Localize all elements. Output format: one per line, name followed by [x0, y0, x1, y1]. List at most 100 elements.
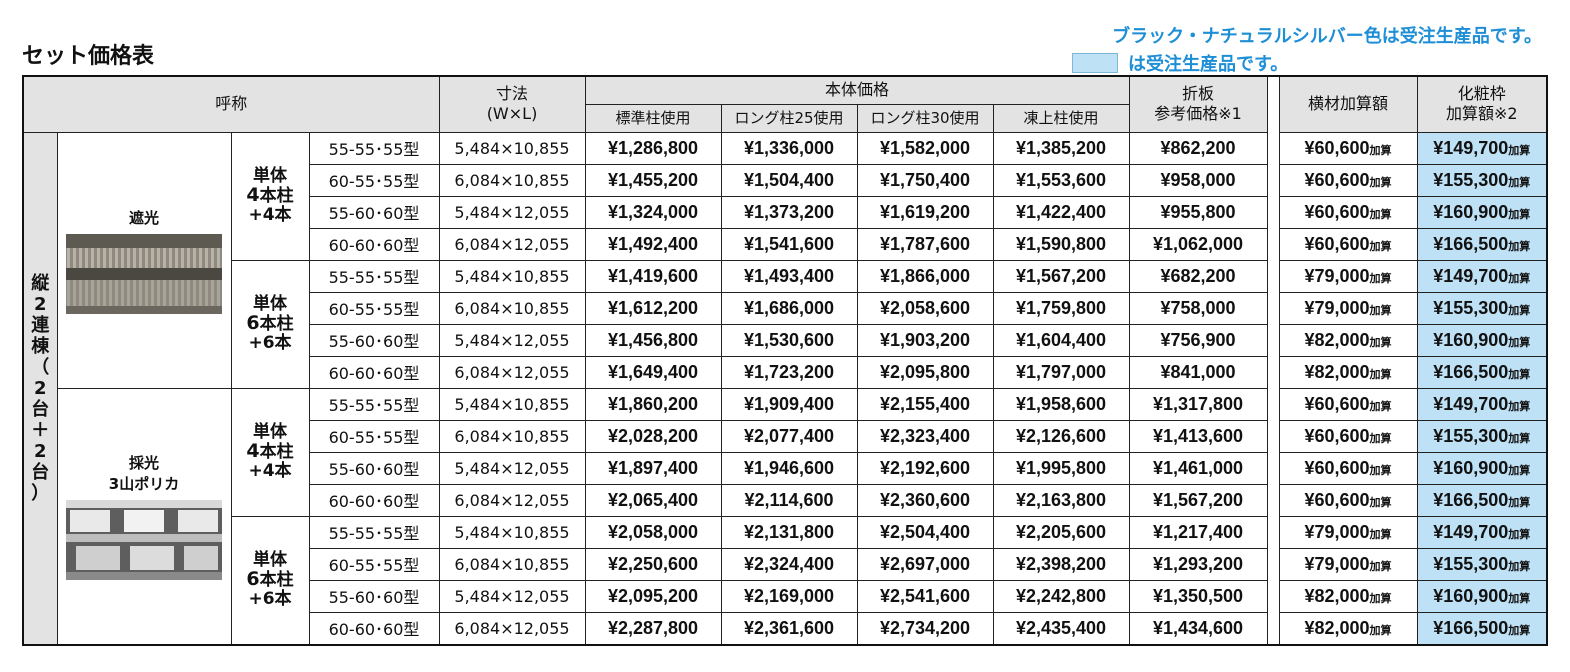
price-table: 呼称 寸法 (W×L) 本体価格 折板 参考価格※1 横材加算額 化粧枠 加算額… — [22, 75, 1548, 646]
cosmetic-add-value: ¥149,700 — [1433, 137, 1509, 158]
price-std-cell: ¥2,287,800 — [584, 611, 722, 645]
size-cell: 6,084×10,855 — [438, 547, 586, 581]
table-row: 縦 2 連棟（2 台＋ 2 台）遮光 単体 4本柱 +4本 55-55･55型 5,484×10,8… — [22, 131, 1548, 645]
group-label-char: 2 — [33, 377, 47, 399]
beam-add-cell: ¥79,000加算 — [1278, 259, 1418, 293]
price-std-cell: ¥2,065,400 — [584, 483, 722, 517]
price-std-cell: ¥2,250,600 — [584, 547, 722, 581]
price-long30-cell: ¥2,697,000 — [856, 547, 994, 581]
column-gap — [1266, 612, 1280, 645]
add-suffix: 加算 — [1369, 496, 1392, 509]
price-long30-cell: ¥2,323,400 — [856, 419, 994, 453]
price-std-cell: ¥2,095,200 — [584, 579, 722, 613]
size-cell: 6,084×10,855 — [438, 163, 586, 197]
add-suffix: 加算 — [1369, 304, 1392, 317]
cosmetic-add-value: ¥160,900 — [1433, 585, 1509, 606]
pillar-unit: 本柱 — [259, 314, 294, 334]
table-row: 採光 3山ポリカ 単体 4本柱 +4本 55-55･55型 5,484×10,855 ¥1,8… — [23, 387, 1548, 645]
price-std-cell: ¥1,455,200 — [584, 163, 722, 197]
cosmetic-add-cell: ¥149,700加算 — [1416, 131, 1548, 165]
price-long25-cell: ¥2,131,800 — [720, 515, 858, 549]
price-long25-cell: ¥2,361,600 — [720, 611, 858, 645]
cosmetic-add-value: ¥149,700 — [1433, 265, 1509, 286]
pillar-line2: 6本柱 — [232, 568, 308, 590]
beam-add-cell: ¥82,000加算 — [1278, 611, 1418, 645]
size-cell: 5,484×10,855 — [438, 131, 586, 165]
pillar-line3: +6本 — [248, 589, 292, 609]
header-orikata: 折板 参考価格※1 — [1128, 75, 1268, 133]
beam-add-cell: ¥60,600加算 — [1278, 419, 1418, 453]
size-cell: 6,084×12,055 — [438, 483, 586, 517]
model-cell: 55-60･60型 — [308, 195, 440, 229]
price-long25-cell: ¥1,336,000 — [720, 131, 858, 165]
price-frozen-cell: ¥2,398,200 — [992, 547, 1130, 581]
model-cell: 60-60･60型 — [308, 227, 440, 261]
beam-add-value: ¥82,000 — [1304, 617, 1370, 638]
beam-add-cell: ¥82,000加算 — [1278, 579, 1418, 613]
header-body-price: 本体価格 — [584, 75, 1130, 105]
beam-add-cell: ¥79,000加算 — [1278, 515, 1418, 549]
price-frozen-cell: ¥2,163,800 — [992, 483, 1130, 517]
beam-add-value: ¥79,000 — [1304, 265, 1370, 286]
beam-add-value: ¥79,000 — [1304, 297, 1370, 318]
price-frozen-cell: ¥1,958,600 — [992, 387, 1130, 421]
group-label-char: 台 — [31, 398, 50, 420]
column-gap — [1266, 164, 1280, 196]
column-gap — [1266, 580, 1280, 612]
pillar-count: 6 — [246, 568, 260, 590]
add-suffix: 加算 — [1508, 240, 1531, 253]
price-long25-cell: ¥2,324,400 — [720, 547, 858, 581]
price-long25-cell: ¥1,373,200 — [720, 195, 858, 229]
orikata-price-cell: ¥841,000 — [1128, 355, 1268, 389]
price-long25-cell: ¥1,493,400 — [720, 259, 858, 293]
size-cell: 5,484×10,855 — [438, 259, 586, 293]
cosmetic-add-value: ¥160,900 — [1433, 201, 1509, 222]
cosmetic-add-cell: ¥160,900加算 — [1416, 451, 1548, 485]
model-cell: 60-55･55型 — [308, 163, 440, 197]
cosmetic-add-value: ¥149,700 — [1433, 393, 1509, 414]
table-row: 単体 6本柱 +6本 55-55･55型 5,484×10,855 ¥2,058,000 ¥… — [23, 515, 1548, 645]
header-long25: ロング柱25使用 — [720, 103, 858, 133]
column-gap — [1266, 196, 1280, 228]
model-cell: 60-55･55型 — [308, 291, 440, 325]
cosmetic-add-cell: ¥166,500加算 — [1416, 355, 1548, 389]
table-row: 60-55･55型 6,084×10,855 ¥1,612,200 ¥1,686,00… — [23, 291, 1548, 325]
model-cell: 60-60･60型 — [308, 483, 440, 517]
cosmetic-add-value: ¥155,300 — [1433, 297, 1509, 318]
beam-add-value: ¥79,000 — [1304, 553, 1370, 574]
table-row: 60-60･60型 6,084×12,055 ¥2,065,400 ¥2,114,60… — [23, 483, 1548, 517]
add-suffix: 加算 — [1369, 432, 1392, 445]
model-cell: 60-60･60型 — [308, 355, 440, 389]
price-std-cell: ¥1,860,200 — [584, 387, 722, 421]
beam-add-cell: ¥60,600加算 — [1278, 227, 1418, 261]
orikata-price-cell: ¥862,200 — [1128, 131, 1268, 165]
group-label-char: 2 — [33, 293, 47, 315]
size-cell: 5,484×12,055 — [438, 579, 586, 613]
beam-add-cell: ¥60,600加算 — [1278, 451, 1418, 485]
orikata-price-cell: ¥1,062,000 — [1128, 227, 1268, 261]
add-suffix: 加算 — [1508, 336, 1531, 349]
add-suffix: 加算 — [1508, 176, 1531, 189]
price-std-cell: ¥1,286,800 — [584, 131, 722, 165]
table-row: 60-55･55型 6,084×10,855 ¥1,455,200 ¥1,504,40… — [23, 163, 1548, 197]
header-long30: ロング柱30使用 — [856, 103, 994, 133]
column-gap — [1266, 292, 1280, 324]
header-cosmetic-line1: 化粧枠 — [1457, 84, 1506, 104]
beam-add-cell: ¥60,600加算 — [1278, 483, 1418, 517]
add-suffix: 加算 — [1369, 592, 1392, 605]
add-suffix: 加算 — [1369, 624, 1392, 637]
column-gap — [1266, 548, 1280, 580]
table-row: 単体 6本柱 +6本 55-55･55型 5,484×10,855 ¥1,419,600 ¥… — [23, 259, 1548, 389]
highlight-legend-text: は受注生産品です。 — [1128, 54, 1289, 75]
cosmetic-add-cell: ¥155,300加算 — [1416, 291, 1548, 325]
highlight-swatch — [1072, 53, 1118, 73]
price-std-cell: ¥1,419,600 — [584, 259, 722, 293]
price-long30-cell: ¥2,504,400 — [856, 515, 994, 549]
add-suffix: 加算 — [1508, 528, 1531, 541]
price-long30-cell: ¥1,582,000 — [856, 131, 994, 165]
size-cell: 5,484×10,855 — [438, 387, 586, 421]
add-suffix: 加算 — [1508, 560, 1531, 573]
column-gap — [1266, 76, 1280, 132]
pillar-unit: 本柱 — [259, 442, 294, 462]
pillar-count: 6 — [246, 312, 260, 334]
